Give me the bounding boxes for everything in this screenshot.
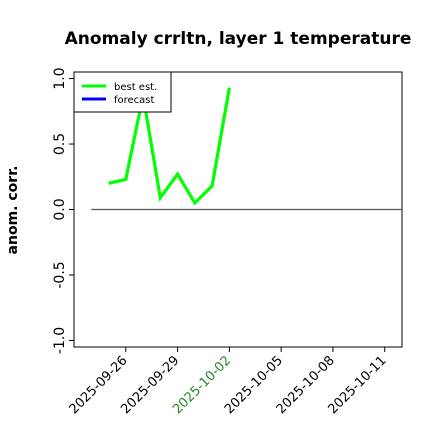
y-tick-label: -1.0 (52, 327, 68, 354)
legend-box (73, 71, 172, 113)
chart-title: Anomaly crrltn, layer 1 temperature (65, 29, 412, 49)
y-tick-label: 0.5 (52, 133, 68, 155)
y-tick-label: -0.5 (52, 261, 68, 288)
y-tick-label: 0.0 (52, 198, 68, 220)
legend-label: forecast (114, 95, 155, 106)
y-tick-label: 1.0 (52, 67, 68, 89)
series-line (108, 87, 231, 206)
legend-label: best est. (114, 82, 157, 93)
y-axis-label: anom. corr. (5, 166, 21, 255)
legend: best est. forecast (73, 71, 172, 113)
